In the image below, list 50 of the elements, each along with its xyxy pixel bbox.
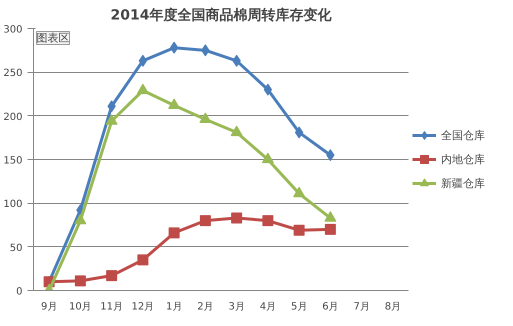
legend-label: 新疆仓库: [441, 176, 485, 190]
x-tick-label: 1月: [166, 302, 182, 312]
point: [232, 54, 241, 67]
point: [262, 152, 274, 164]
legend-label: 内地仓库: [441, 152, 485, 166]
point: [170, 42, 178, 54]
x-tick-label: 6月: [322, 302, 339, 312]
x-tick-label: 5月: [290, 302, 308, 312]
x-tick-label: 10月: [69, 302, 92, 312]
point: [264, 84, 272, 96]
y-tick-label: 50: [10, 242, 23, 254]
point: [74, 214, 86, 224]
point: [294, 224, 305, 236]
y-tick-label: 150: [3, 156, 23, 166]
point: [200, 215, 211, 226]
point: [106, 114, 118, 125]
point: [168, 227, 180, 238]
point: [168, 98, 180, 110]
point: [293, 186, 306, 198]
point: [106, 270, 118, 282]
y-tick-label: 100: [3, 199, 23, 210]
x-tick-label: 3月: [228, 302, 245, 312]
x-tick-label: 8月: [384, 302, 402, 312]
y-tick-label: 250: [3, 68, 23, 80]
x-tick-label: 9月: [40, 302, 58, 312]
chart-title: 2014年度全国商品棉周转库存变化: [110, 6, 332, 24]
point: [107, 100, 116, 112]
point: [230, 126, 243, 136]
x-tick-label: 2月: [197, 302, 214, 312]
point: [74, 275, 86, 286]
point: [324, 224, 336, 235]
x-tick-label: 12月: [132, 302, 154, 312]
x-tick-label: 7月: [353, 302, 370, 312]
point: [294, 126, 304, 138]
x-tick-label: 4月: [260, 302, 276, 312]
point: [231, 212, 242, 224]
point: [201, 44, 210, 56]
x-tick-label: 11月: [100, 302, 123, 312]
point: [326, 149, 335, 162]
annotation: 图表区: [36, 32, 70, 44]
y-tick-label: 0: [16, 286, 23, 298]
point: [136, 84, 149, 94]
legend-label: 全国仓库: [441, 128, 485, 142]
point: [138, 54, 148, 67]
point: [324, 211, 336, 222]
y-tick-label: 300: [3, 24, 23, 36]
y-tick-label: 200: [3, 112, 23, 123]
point: [199, 112, 212, 123]
point: [137, 254, 148, 266]
point: [262, 215, 274, 226]
